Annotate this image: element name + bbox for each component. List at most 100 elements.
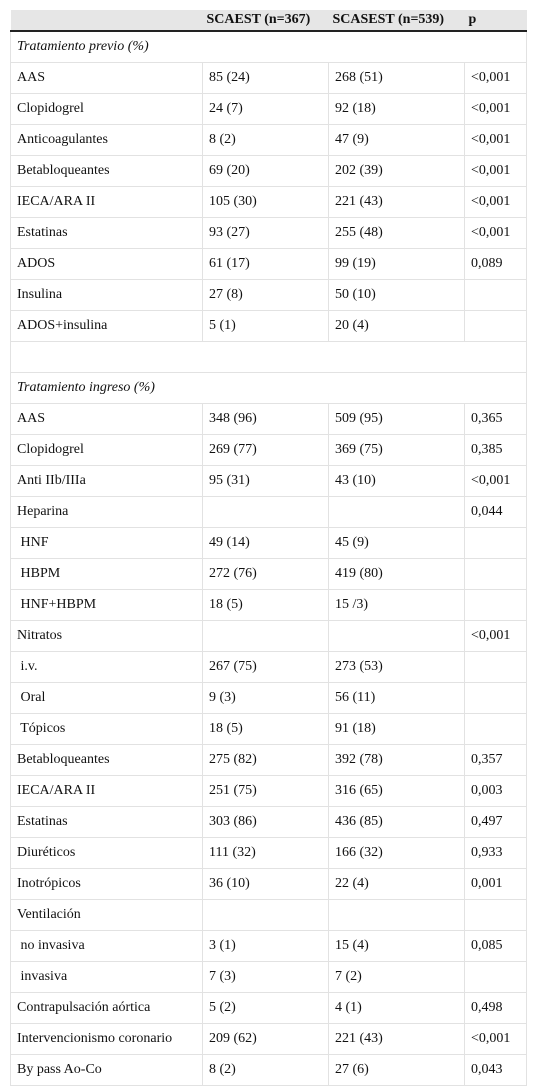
row-label: Estatinas — [10, 217, 203, 249]
cell: <0,001 — [464, 186, 527, 218]
cell: 50 (10) — [328, 279, 465, 311]
header-cell: SCAEST (n=367) — [202, 10, 329, 32]
cell: 3 (1) — [202, 930, 329, 962]
cell: 27 (6) — [328, 1054, 465, 1086]
data-row: i.v. 267 (75) 273 (53) — [10, 651, 527, 683]
cell: 36 (10) — [202, 868, 329, 900]
row-label: HNF+HBPM — [10, 589, 203, 621]
header-cell — [10, 10, 203, 32]
cell — [464, 651, 527, 683]
row-label: Diuréticos — [10, 837, 203, 869]
cell: <0,001 — [464, 93, 527, 125]
cell: 43 (10) — [328, 465, 465, 497]
cell: 255 (48) — [328, 217, 465, 249]
row-label: Inotrópicos — [10, 868, 203, 900]
row-label: Ventilación — [10, 899, 203, 931]
cell: 92 (18) — [328, 93, 465, 125]
cell: 0,044 — [464, 496, 527, 528]
cell: 0,365 — [464, 403, 527, 435]
row-label: Intervencionismo coronario — [10, 1023, 203, 1055]
row-label: ADOS+insulina — [10, 310, 203, 342]
row-label: AAS — [10, 403, 203, 435]
cell — [328, 899, 465, 931]
cell: 509 (95) — [328, 403, 465, 435]
cell: 0,001 — [464, 868, 527, 900]
cell: 392 (78) — [328, 744, 465, 776]
cell: 0,003 — [464, 775, 527, 807]
cell — [328, 620, 465, 652]
data-row: HNF+HBPM 18 (5) 15 /3) — [10, 589, 527, 621]
cell: 0,498 — [464, 992, 527, 1024]
data-row: no invasiva 3 (1) 15 (4) 0,085 — [10, 930, 527, 962]
data-row: Estatinas 93 (27) 255 (48) <0,001 — [10, 217, 527, 249]
row-label: By pass Ao-Co — [10, 1054, 203, 1086]
data-row: IECA/ARA II 251 (75) 316 (65) 0,003 — [10, 775, 527, 807]
data-row: Betabloqueantes 69 (20) 202 (39) <0,001 — [10, 155, 527, 187]
cell: <0,001 — [464, 465, 527, 497]
row-label: IECA/ARA II — [10, 186, 203, 218]
cell — [328, 496, 465, 528]
cell: 69 (20) — [202, 155, 329, 187]
cell — [202, 899, 329, 931]
cell: 221 (43) — [328, 186, 465, 218]
data-row: Nitratos <0,001 — [10, 620, 527, 652]
row-label: Anticoagulantes — [10, 124, 203, 156]
row-label: Contrapulsación aórtica — [10, 992, 203, 1024]
cell: 0,043 — [464, 1054, 527, 1086]
cell: 0,089 — [464, 248, 527, 280]
data-row: Betabloqueantes 275 (82) 392 (78) 0,357 — [10, 744, 527, 776]
row-label: Heparina — [10, 496, 203, 528]
cell: 4 (1) — [328, 992, 465, 1024]
cell: 8 (2) — [202, 124, 329, 156]
cell: 24 (7) — [202, 93, 329, 125]
cell: 56 (11) — [328, 682, 465, 714]
cell: 166 (32) — [328, 837, 465, 869]
data-row: Clopidogrel 24 (7) 92 (18) <0,001 — [10, 93, 527, 125]
cell: 7 (3) — [202, 961, 329, 993]
cell: 209 (62) — [202, 1023, 329, 1055]
data-row: Ventilación — [10, 899, 527, 931]
data-row: Oral 9 (3) 56 (11) — [10, 682, 527, 714]
cell: 267 (75) — [202, 651, 329, 683]
row-label: Clopidogrel — [10, 93, 203, 125]
row-label: no invasiva — [10, 930, 203, 962]
cell — [464, 961, 527, 993]
row-label: IECA/ARA II — [10, 775, 203, 807]
cell — [464, 527, 527, 559]
row-label: Tópicos — [10, 713, 203, 745]
row-label: invasiva — [10, 961, 203, 993]
cell: 0,357 — [464, 744, 527, 776]
section-row: Tratamiento previo (%) — [10, 30, 527, 63]
section-row: Tratamiento ingreso (%) — [10, 372, 527, 404]
cell: 348 (96) — [202, 403, 329, 435]
data-row: ADOS+insulina 5 (1) 20 (4) — [10, 310, 527, 342]
cell: 91 (18) — [328, 713, 465, 745]
cell: 436 (85) — [328, 806, 465, 838]
header-cell: SCASEST (n=539) — [328, 10, 465, 32]
cell: 9 (3) — [202, 682, 329, 714]
data-row: By pass Ao-Co 8 (2) 27 (6) 0,043 — [10, 1054, 527, 1086]
row-label: ADOS — [10, 248, 203, 280]
row-label: Betabloqueantes — [10, 155, 203, 187]
cell: 369 (75) — [328, 434, 465, 466]
data-row: Insulina 27 (8) 50 (10) — [10, 279, 527, 311]
cell: 27 (8) — [202, 279, 329, 311]
cell — [202, 620, 329, 652]
cell: <0,001 — [464, 1023, 527, 1055]
row-label: Anti IIb/IIIa — [10, 465, 203, 497]
cell: 93 (27) — [202, 217, 329, 249]
cell: 251 (75) — [202, 775, 329, 807]
data-row: HBPM 272 (76) 419 (80) — [10, 558, 527, 590]
row-label: Insulina — [10, 279, 203, 311]
cell: 221 (43) — [328, 1023, 465, 1055]
data-row: IECA/ARA II 105 (30) 221 (43) <0,001 — [10, 186, 527, 218]
cell: 18 (5) — [202, 589, 329, 621]
cell: 268 (51) — [328, 62, 465, 94]
cell: 269 (77) — [202, 434, 329, 466]
data-row: Heparina 0,044 — [10, 496, 527, 528]
data-row: HNF 49 (14) 45 (9) — [10, 527, 527, 559]
data-row: Contrapulsación aórtica 5 (2) 4 (1) 0,498 — [10, 992, 527, 1024]
cell: 5 (1) — [202, 310, 329, 342]
cell: 275 (82) — [202, 744, 329, 776]
data-table: SCAEST (n=367) SCASEST (n=539) p Tratamien… — [10, 10, 527, 1086]
